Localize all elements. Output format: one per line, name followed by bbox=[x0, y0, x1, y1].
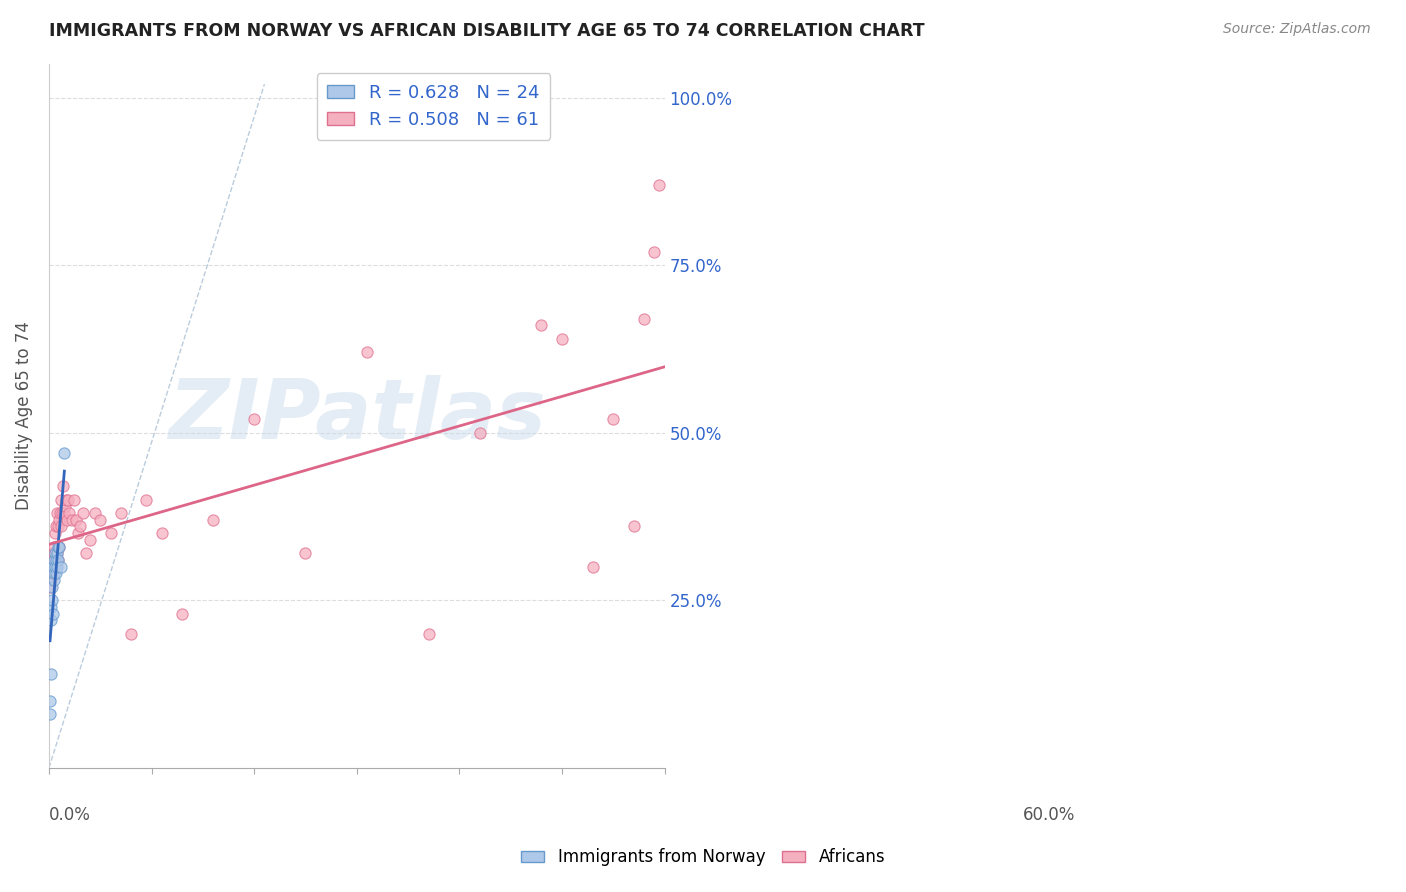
Point bbox=[51, 506, 73, 520]
Point bbox=[46, 559, 69, 574]
Y-axis label: Disability Age 65 to 74: Disability Age 65 to 74 bbox=[15, 321, 32, 510]
Point bbox=[202, 513, 225, 527]
Point bbox=[42, 559, 65, 574]
Text: IMMIGRANTS FROM NORWAY VS AFRICAN DISABILITY AGE 65 TO 74 CORRELATION CHART: IMMIGRANTS FROM NORWAY VS AFRICAN DISABI… bbox=[49, 22, 925, 40]
Point bbox=[44, 526, 66, 541]
Point bbox=[66, 526, 89, 541]
Point bbox=[41, 580, 63, 594]
Point bbox=[41, 593, 63, 607]
Point bbox=[46, 546, 69, 560]
Point bbox=[58, 492, 80, 507]
Point bbox=[39, 599, 62, 614]
Text: ZIPatlas: ZIPatlas bbox=[167, 376, 546, 457]
Point bbox=[643, 244, 665, 259]
Point bbox=[243, 412, 266, 426]
Point bbox=[84, 506, 107, 520]
Point bbox=[42, 559, 65, 574]
Point bbox=[51, 492, 73, 507]
Point bbox=[89, 513, 111, 527]
Point bbox=[42, 607, 65, 621]
Point bbox=[56, 513, 79, 527]
Point bbox=[150, 526, 173, 541]
Point bbox=[75, 546, 97, 560]
Point bbox=[46, 506, 69, 520]
Point bbox=[52, 479, 75, 493]
Point bbox=[41, 559, 63, 574]
Point bbox=[623, 519, 645, 533]
Point bbox=[110, 506, 132, 520]
Point bbox=[468, 425, 491, 440]
Point bbox=[602, 412, 624, 426]
Point bbox=[39, 666, 62, 681]
Point bbox=[39, 559, 62, 574]
Point bbox=[60, 513, 83, 527]
Point bbox=[51, 519, 73, 533]
Point bbox=[633, 311, 655, 326]
Point bbox=[65, 513, 87, 527]
Point bbox=[135, 492, 157, 507]
Point bbox=[44, 546, 66, 560]
Point bbox=[55, 500, 77, 514]
Point bbox=[120, 626, 142, 640]
Point bbox=[46, 519, 69, 533]
Point bbox=[79, 533, 101, 547]
Legend: R = 0.628   N = 24, R = 0.508   N = 61: R = 0.628 N = 24, R = 0.508 N = 61 bbox=[316, 73, 550, 140]
Point bbox=[42, 540, 65, 554]
Point bbox=[42, 566, 65, 581]
Point bbox=[69, 519, 91, 533]
Text: 0.0%: 0.0% bbox=[49, 806, 91, 824]
Text: 60.0%: 60.0% bbox=[1022, 806, 1076, 824]
Point bbox=[46, 546, 69, 560]
Point bbox=[49, 506, 72, 520]
Point bbox=[44, 553, 66, 567]
Point bbox=[39, 613, 62, 627]
Point bbox=[172, 607, 194, 621]
Point bbox=[46, 553, 69, 567]
Point bbox=[53, 506, 76, 520]
Point bbox=[100, 526, 122, 541]
Point bbox=[48, 513, 70, 527]
Point bbox=[39, 573, 62, 587]
Point bbox=[294, 546, 316, 560]
Point bbox=[45, 559, 67, 574]
Point bbox=[42, 546, 65, 560]
Point bbox=[45, 566, 67, 581]
Point bbox=[530, 318, 553, 333]
Point bbox=[46, 553, 69, 567]
Point bbox=[41, 553, 63, 567]
Point bbox=[55, 492, 77, 507]
Point bbox=[46, 540, 69, 554]
Point bbox=[42, 553, 65, 567]
Point bbox=[39, 707, 62, 722]
Point bbox=[62, 492, 84, 507]
Point bbox=[356, 345, 378, 359]
Point bbox=[551, 332, 574, 346]
Legend: Immigrants from Norway, Africans: Immigrants from Norway, Africans bbox=[515, 842, 891, 873]
Point bbox=[72, 506, 94, 520]
Point bbox=[648, 178, 671, 192]
Point bbox=[42, 573, 65, 587]
Point bbox=[39, 580, 62, 594]
Point bbox=[41, 566, 63, 581]
Point bbox=[42, 559, 65, 574]
Point bbox=[58, 506, 80, 520]
Point bbox=[39, 694, 62, 708]
Point bbox=[42, 546, 65, 560]
Point bbox=[48, 540, 70, 554]
Point bbox=[44, 559, 66, 574]
Point bbox=[48, 540, 70, 554]
Point bbox=[53, 446, 76, 460]
Point bbox=[45, 553, 67, 567]
Point bbox=[582, 559, 605, 574]
Point bbox=[51, 559, 73, 574]
Point bbox=[418, 626, 440, 640]
Text: Source: ZipAtlas.com: Source: ZipAtlas.com bbox=[1223, 22, 1371, 37]
Point bbox=[45, 519, 67, 533]
